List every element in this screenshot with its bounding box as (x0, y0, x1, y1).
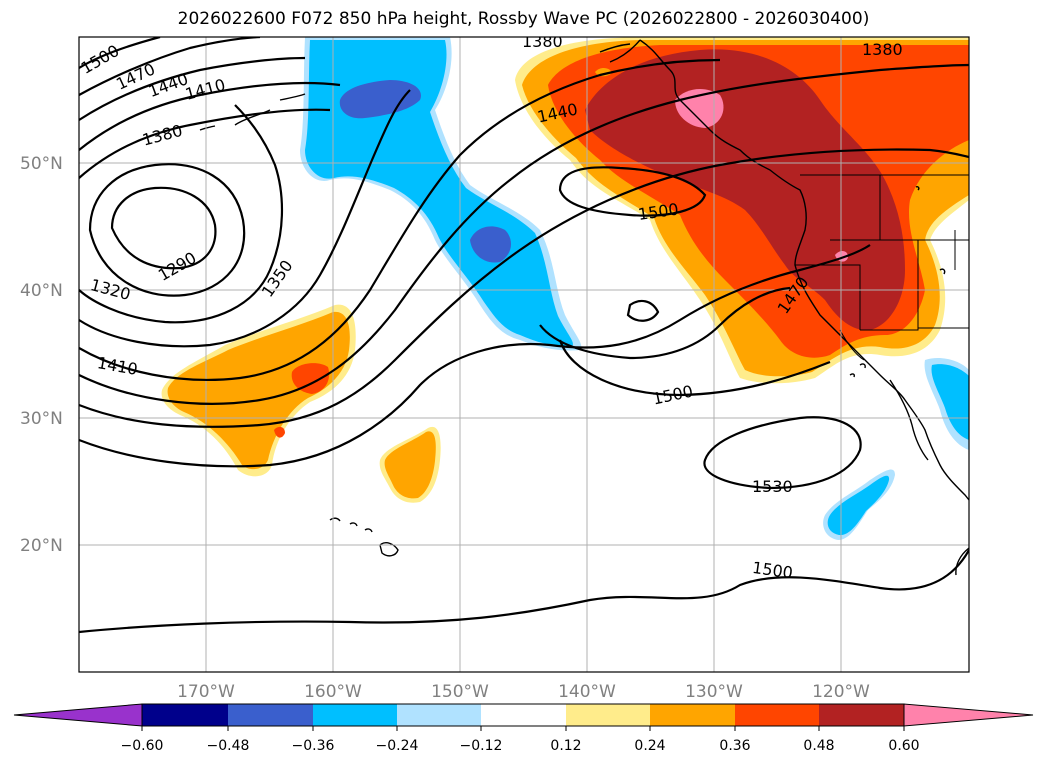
gridlines (79, 37, 969, 672)
colorbar-swatch (819, 704, 904, 726)
lat-label-20n: 20°N (20, 536, 63, 556)
lat-label-50n: 50°N (20, 154, 63, 174)
contour-label: 1530 (752, 477, 793, 496)
lon-label-130w: 130°W (685, 682, 743, 702)
lat-label-30n: 30°N (20, 409, 63, 429)
contour-label: 1380 (862, 40, 903, 59)
positive-anomaly-shading (515, 37, 969, 384)
colorbar-swatch (650, 704, 735, 726)
negative-anomaly-shading (300, 37, 969, 540)
lon-label-120w: 120°W (812, 682, 870, 702)
contour-label: 1380 (522, 32, 563, 51)
colorbar-swatch (228, 704, 313, 726)
colorbar-tick-label: 0.12 (550, 738, 581, 754)
lon-label-140w: 140°W (558, 682, 616, 702)
lon-label-160w: 160°W (304, 682, 362, 702)
colorbar-swatch (481, 704, 566, 726)
longitude-labels: 170°W 160°W 150°W 140°W 130°W 120°W (177, 682, 870, 702)
colorbar-min-extend (13, 703, 143, 727)
colorbar-tick-label: −0.36 (292, 738, 335, 754)
colorbar-tick-label: 0.60 (888, 738, 919, 754)
central-pacific-positive (161, 304, 441, 503)
latitude-labels: 50°N 40°N 30°N 20°N (20, 154, 63, 556)
map-area: 1500 1470 1440 1410 1380 1290 1320 1350 … (79, 32, 969, 672)
colorbar-swatch (313, 704, 397, 726)
colorbar-swatch (142, 704, 228, 726)
colorbar-tick-label: −0.48 (207, 738, 250, 754)
lon-label-170w: 170°W (177, 682, 235, 702)
colorbar-swatch (566, 704, 650, 726)
colorbar-tick-label: −0.24 (376, 738, 419, 754)
height-contours (79, 37, 969, 634)
colorbar-tick-label: −0.12 (460, 738, 503, 754)
colorbar-swatch (397, 704, 481, 726)
map-frame (78, 36, 970, 673)
colorbar-tick-label: 0.48 (803, 738, 834, 754)
colorbar-tick-label: 0.24 (634, 738, 665, 754)
lon-label-150w: 150°W (431, 682, 489, 702)
lat-label-40n: 40°N (20, 281, 63, 301)
colorbar-swatch (735, 704, 819, 726)
map-title: 2026022600 F072 850 hPa height, Rossby W… (177, 9, 870, 29)
colorbar-max-extend (903, 703, 1034, 727)
colorbar: −0.60 −0.48 −0.36 −0.24 −0.12 0.12 0.24 … (13, 703, 1034, 754)
colorbar-tick-label: 0.36 (719, 738, 750, 754)
colorbar-tick-label: −0.60 (121, 738, 164, 754)
